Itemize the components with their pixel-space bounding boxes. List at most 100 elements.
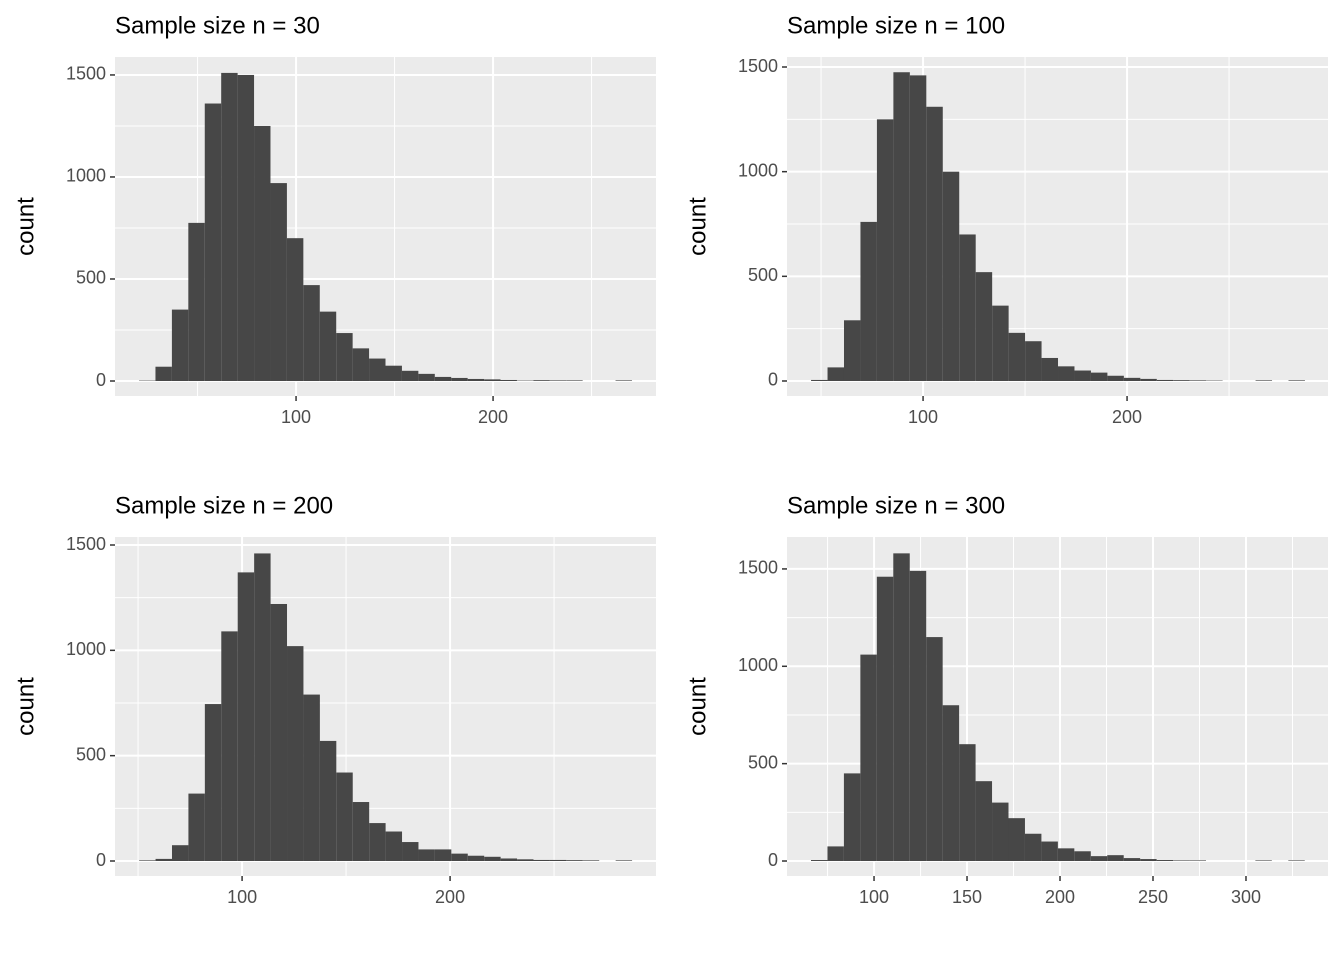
x-tick-label: 100 [859, 887, 889, 907]
bar [1008, 332, 1026, 381]
panel: 100 200 0 500 1000 1500 Sample size n = 200 cou… [12, 492, 656, 907]
panel-title: Sample size n = 200 [115, 492, 333, 519]
panel: 100 150 200 250 300 0 500 1000 1500 Sample size n… [684, 492, 1328, 907]
x-tick-label: 200 [1112, 407, 1142, 427]
bar [566, 380, 583, 382]
bar [827, 367, 844, 381]
x-tick-label: 200 [478, 407, 508, 427]
bar [303, 694, 320, 862]
bar [975, 781, 993, 862]
x-tick-label: 200 [1045, 887, 1075, 907]
y-tick-label: 500 [748, 265, 778, 285]
bar [566, 860, 583, 862]
y-tick-label: 1500 [738, 558, 778, 578]
x-tick-label: 100 [227, 887, 257, 907]
bar [582, 860, 600, 862]
bar [1173, 380, 1190, 381]
bar [139, 860, 156, 862]
bar [336, 333, 353, 382]
bar [467, 378, 485, 382]
bar [171, 845, 189, 862]
bar [959, 744, 976, 862]
bar [1189, 860, 1207, 862]
bar [810, 860, 828, 862]
bar [860, 654, 877, 862]
y-axis-title: count [684, 677, 711, 736]
bar [385, 831, 403, 862]
bar [237, 572, 255, 862]
bar [1090, 372, 1108, 381]
bar [860, 221, 877, 381]
bar [434, 849, 452, 862]
bar [942, 705, 960, 862]
bar [959, 234, 976, 381]
bar [254, 553, 271, 862]
bar [434, 376, 452, 382]
bar [369, 358, 386, 382]
y-tick-label: 1000 [66, 639, 106, 659]
bar [1107, 855, 1124, 862]
x-tick-label: 300 [1231, 887, 1261, 907]
bar [500, 858, 518, 862]
bar [1024, 833, 1042, 862]
bar [303, 285, 320, 382]
y-axis-title: count [12, 197, 39, 256]
y-tick-label: 1500 [66, 534, 106, 554]
bar [549, 859, 567, 862]
bar [615, 380, 632, 382]
bar [369, 823, 386, 862]
bar [893, 553, 910, 862]
bar [401, 370, 419, 382]
bar [221, 631, 238, 862]
y-tick-label: 1000 [738, 655, 778, 675]
bar [942, 171, 960, 381]
bar [811, 379, 828, 381]
y-axis-title: count [12, 677, 39, 736]
bar [270, 183, 287, 382]
bar [336, 772, 353, 862]
bar [1140, 378, 1157, 381]
panel-title: Sample size n = 100 [787, 12, 1005, 39]
y-tick-label: 0 [768, 850, 778, 870]
bar [1255, 380, 1273, 381]
bar [451, 377, 468, 382]
bar [171, 309, 189, 382]
bar [1173, 860, 1190, 862]
bar [319, 740, 337, 862]
bar [270, 603, 288, 862]
bar [1140, 859, 1157, 862]
bar [1074, 851, 1091, 862]
bar [827, 846, 844, 862]
bar [1123, 858, 1141, 862]
bar [352, 802, 370, 862]
y-tick-label: 500 [748, 752, 778, 772]
bar [418, 849, 435, 862]
bar [1041, 841, 1058, 862]
y-tick-label: 0 [96, 850, 106, 870]
bar [221, 72, 238, 382]
bar [188, 793, 205, 862]
bar [876, 576, 894, 862]
bar [909, 75, 927, 381]
bar [615, 860, 633, 862]
bar [1255, 860, 1272, 862]
bar [254, 125, 271, 382]
bar [876, 119, 894, 381]
bar [1189, 380, 1207, 381]
bar [926, 106, 943, 381]
bar [1057, 848, 1075, 862]
bar [843, 320, 861, 381]
x-tick-label: 250 [1138, 887, 1168, 907]
y-tick-label: 1500 [738, 56, 778, 76]
bar [1288, 380, 1305, 381]
bar [188, 222, 205, 382]
bar [418, 373, 435, 382]
bar [1008, 818, 1025, 862]
y-tick-label: 1000 [738, 160, 778, 180]
bar [909, 570, 927, 862]
panel: 100 200 0 500 1000 1500 Sample size n = 30 coun… [12, 12, 656, 427]
x-tick-label: 100 [908, 407, 938, 427]
x-tick-label: 100 [281, 407, 311, 427]
bar [287, 646, 304, 862]
bar [992, 802, 1009, 862]
